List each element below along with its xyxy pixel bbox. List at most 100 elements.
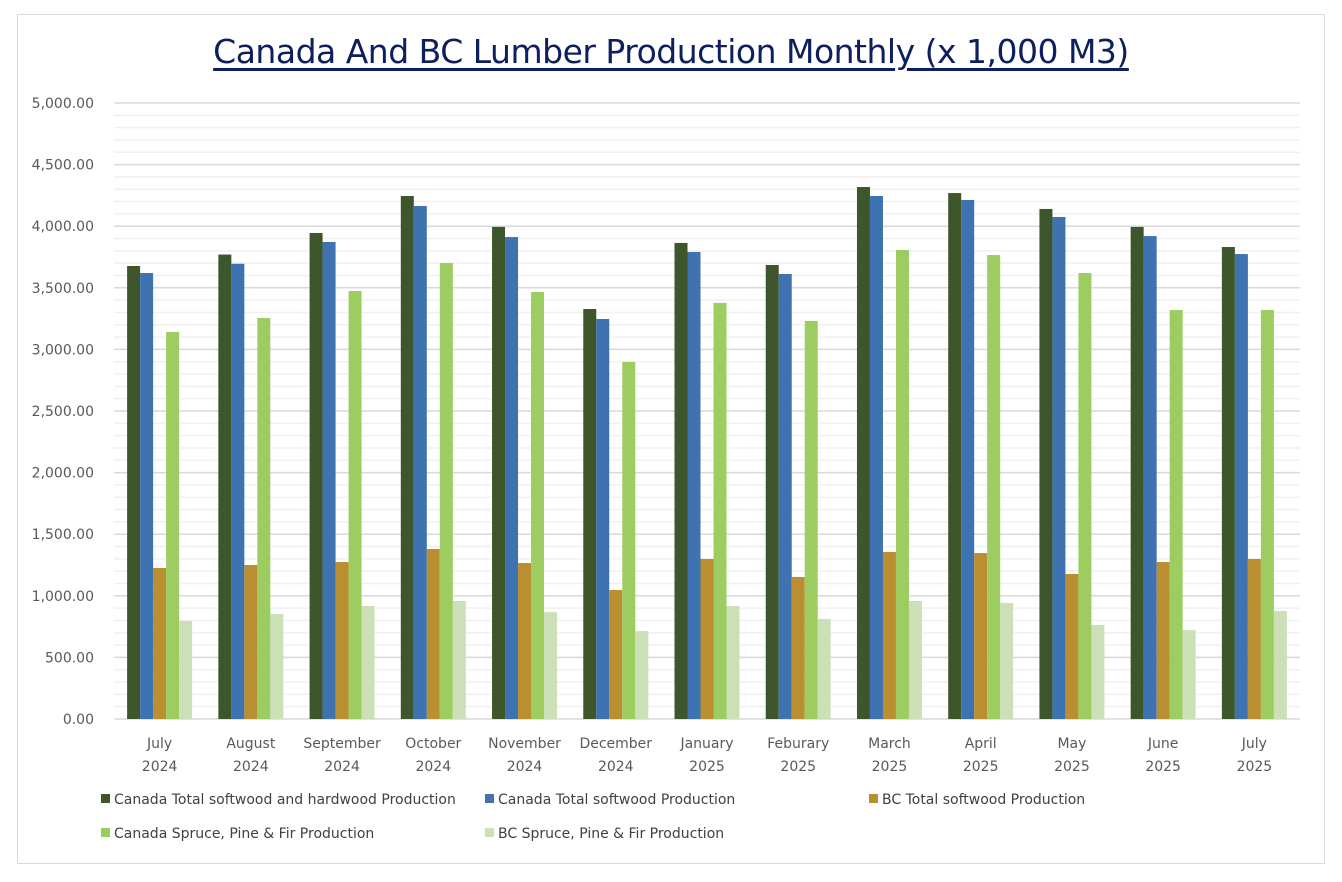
bar <box>505 237 519 719</box>
x-tick-label-year: 2024 <box>598 759 634 775</box>
bar <box>153 567 167 719</box>
bar <box>413 205 427 720</box>
bar <box>426 548 440 719</box>
bar <box>1143 236 1157 719</box>
x-tick-label-year: 2024 <box>324 759 360 775</box>
bar <box>635 631 649 719</box>
y-tick-label: 4,000.00 <box>32 219 94 235</box>
legend-swatch <box>869 794 878 803</box>
bar <box>1091 624 1105 719</box>
bar <box>439 263 453 719</box>
bar <box>778 274 792 719</box>
legend-swatch <box>485 794 494 803</box>
bar <box>1273 610 1287 719</box>
bar <box>309 232 323 719</box>
bar <box>270 614 284 719</box>
y-tick-label: 2,500.00 <box>32 404 94 420</box>
bar <box>452 600 466 719</box>
y-tick-label: 0.00 <box>63 712 94 728</box>
y-tick-label: 4,500.00 <box>32 158 94 174</box>
x-tick-label-month: August <box>226 736 276 752</box>
x-tick-label-year: 2025 <box>963 759 999 775</box>
bar <box>1000 602 1014 719</box>
y-tick-label: 500.00 <box>45 650 94 666</box>
bar <box>961 199 975 720</box>
bar <box>348 291 362 719</box>
y-tick-label: 3,000.00 <box>32 342 94 358</box>
bar <box>622 361 636 719</box>
legend: Canada Total softwood and hardwood Produ… <box>101 792 1085 842</box>
bar <box>1130 226 1144 719</box>
bar <box>231 263 245 719</box>
bar <box>127 265 141 719</box>
x-tick-label-month: March <box>868 736 911 752</box>
bar <box>674 242 688 719</box>
bar <box>1052 216 1066 719</box>
bar <box>1078 273 1092 719</box>
bar <box>804 320 818 719</box>
bar <box>974 553 988 719</box>
bar <box>987 255 1001 719</box>
x-tick-label-month: July <box>146 736 172 752</box>
x-tick-label-month: May <box>1057 736 1086 752</box>
legend-label: Canada Total softwood and hardwood Produ… <box>114 792 456 808</box>
bar <box>1039 208 1053 719</box>
bar <box>492 226 506 719</box>
x-tick-label-month: October <box>405 736 461 752</box>
bar <box>179 621 193 719</box>
bar <box>400 196 414 720</box>
bar <box>1065 573 1079 719</box>
bar <box>765 265 779 719</box>
x-tick-label-month: September <box>303 736 381 752</box>
bar <box>1169 309 1183 719</box>
x-tick-label-year: 2025 <box>1054 759 1090 775</box>
legend-label: BC Spruce, Pine & Fir Production <box>498 826 724 842</box>
bar <box>1221 247 1235 719</box>
bar <box>544 612 558 719</box>
y-tick-label: 1,500.00 <box>32 527 94 543</box>
bar <box>1247 558 1261 719</box>
bar <box>322 241 336 719</box>
legend-swatch <box>101 794 110 803</box>
bar <box>713 302 727 719</box>
bar <box>1156 562 1170 719</box>
bar <box>609 590 623 719</box>
x-axis: July 2024 August 2024 September 2024 October 20… <box>142 736 1272 775</box>
bar <box>1182 630 1196 719</box>
y-tick-label: 5,000.00 <box>32 96 94 112</box>
x-tick-label-month: April <box>965 736 997 752</box>
bar <box>257 317 271 719</box>
bar <box>518 563 532 719</box>
legend-label: Canada Total softwood Production <box>498 792 735 808</box>
bar <box>244 565 258 719</box>
x-tick-label-month: June <box>1147 736 1179 752</box>
x-tick-label-month: Feburary <box>767 736 829 752</box>
bar <box>583 308 597 719</box>
bar <box>700 558 714 719</box>
bar <box>817 618 831 719</box>
bar <box>1234 254 1248 719</box>
bar <box>361 606 375 719</box>
y-tick-label: 1,000.00 <box>32 589 94 605</box>
x-tick-label-year: 2025 <box>780 759 816 775</box>
x-tick-label-year: 2025 <box>872 759 908 775</box>
y-tick-label: 3,500.00 <box>32 281 94 297</box>
legend-swatch <box>485 828 494 837</box>
legend-swatch <box>101 828 110 837</box>
bar <box>1260 309 1274 719</box>
bars <box>127 187 1287 720</box>
x-tick-label-year: 2024 <box>507 759 543 775</box>
y-tick-label: 2,000.00 <box>32 466 94 482</box>
x-tick-label-year: 2025 <box>1145 759 1181 775</box>
bar <box>908 600 922 719</box>
x-tick-label-month: July <box>1241 736 1267 752</box>
x-tick-label-year: 2025 <box>689 759 725 775</box>
legend-label: Canada Spruce, Pine & Fir Production <box>114 826 374 842</box>
bar <box>895 249 909 719</box>
bar <box>140 273 154 719</box>
x-tick-label-year: 2025 <box>1237 759 1273 775</box>
chart-title: Canada And BC Lumber Production Monthly … <box>213 32 1129 71</box>
y-axis: 0.00 500.00 1,000.00 1,500.00 2,000.00 2,500.… <box>32 96 1300 728</box>
bar <box>531 291 545 719</box>
bar <box>948 193 962 719</box>
